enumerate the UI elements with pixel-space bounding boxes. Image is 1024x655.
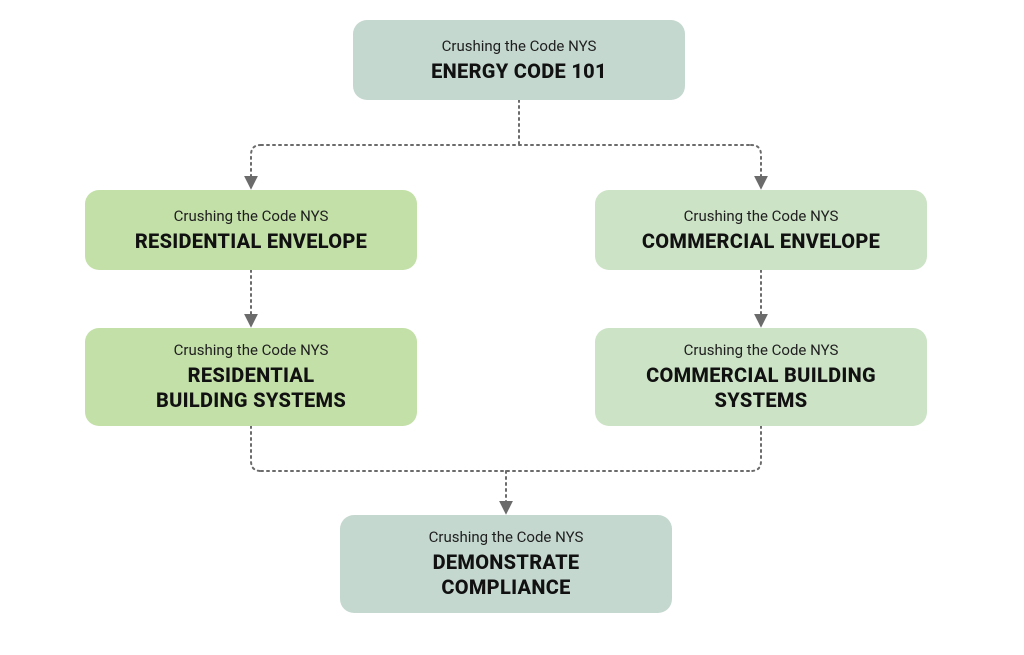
node-subtitle: Crushing the Code NYS — [442, 37, 597, 55]
node-title: RESIDENTIALBUILDING SYSTEMS — [156, 363, 346, 413]
node-residential-envelope: Crushing the Code NYS RESIDENTIAL ENVELO… — [85, 190, 417, 270]
node-subtitle: Crushing the Code NYS — [174, 207, 329, 225]
node-commercial-envelope: Crushing the Code NYS COMMERCIAL ENVELOP… — [595, 190, 927, 270]
node-subtitle: Crushing the Code NYS — [174, 341, 329, 359]
node-demonstrate-compliance: Crushing the Code NYS DEMONSTRATECOMPLIA… — [340, 515, 672, 613]
node-title: COMMERCIAL ENVELOPE — [642, 229, 880, 254]
node-subtitle: Crushing the Code NYS — [684, 341, 839, 359]
node-title: COMMERCIAL BUILDINGSYSTEMS — [646, 363, 876, 413]
node-title: ENERGY CODE 101 — [431, 59, 607, 84]
node-title: DEMONSTRATECOMPLIANCE — [433, 550, 580, 600]
node-residential-building-systems: Crushing the Code NYS RESIDENTIALBUILDIN… — [85, 328, 417, 426]
node-subtitle: Crushing the Code NYS — [684, 207, 839, 225]
node-energy-code-101: Crushing the Code NYS ENERGY CODE 101 — [353, 20, 685, 100]
node-subtitle: Crushing the Code NYS — [429, 528, 584, 546]
node-commercial-building-systems: Crushing the Code NYS COMMERCIAL BUILDIN… — [595, 328, 927, 426]
node-title: RESIDENTIAL ENVELOPE — [135, 229, 367, 254]
